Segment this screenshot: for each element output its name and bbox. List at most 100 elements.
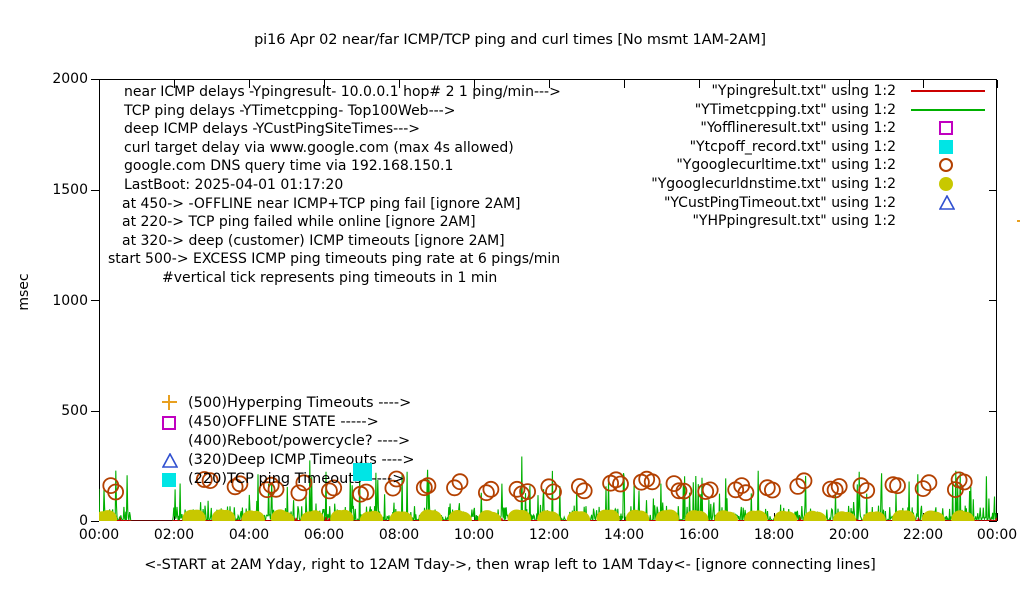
data-point-curltime [612, 475, 629, 493]
data-point-curldnstime [779, 511, 798, 521]
series-googlecurldnstime-filled-circles [99, 509, 975, 521]
data-point-curltime [920, 474, 938, 492]
data-point-curltime [267, 480, 285, 498]
data-point-curldnstime [631, 510, 650, 521]
note-line-4: google.com DNS query time via 192.168.15… [124, 158, 454, 175]
y-tick-mark-right-0 [989, 521, 997, 522]
legend-row-ycustpingtimeout: "YCustPingTimeout.txt" using 1:2 [600, 193, 956, 213]
legend-row-ygooglecurltime: "Ygooglecurltime.txt" using 1:2 [600, 156, 953, 175]
data-point-curldnstime [217, 509, 236, 521]
data-point-curldnstime [483, 511, 502, 521]
note-line-1: TCP ping delays -YTimetcpping- Top100Web… [124, 102, 456, 119]
data-point-curldnstime [453, 511, 472, 521]
x-tick-label-6: 12:00 [528, 527, 570, 543]
data-point-curltime [262, 476, 280, 494]
data-point-curltime [858, 482, 876, 499]
legend-row-ygooglecurldnstime: "Ygooglecurldnstime.txt" using 1:2 [600, 175, 953, 194]
x-tick-mark-12 [997, 513, 998, 521]
x-tick-label-8: 16:00 [678, 527, 720, 543]
open-triangle-icon [161, 452, 179, 469]
data-point-curltime [290, 484, 308, 502]
legend-label-ytcpoff-record: "Ytcpoff_record.txt" using 1:2 [689, 138, 896, 155]
data-point-curltime [195, 471, 213, 488]
data-point-curltime [325, 479, 343, 497]
annotation-row-320: (320)Deep ICMP Timeouts ----> [160, 451, 415, 470]
data-point-curldnstime [365, 510, 384, 521]
annotation-label-220: (220)TCP ping Timeouts -----> [188, 471, 405, 487]
line-red-icon [911, 90, 985, 92]
line-green-icon [911, 108, 985, 111]
legend-label-ytimetcpping: "YTimetcpping.txt" using 1:2 [694, 101, 896, 118]
data-point-curldnstime [927, 511, 946, 521]
page-title: pi16 Apr 02 near/far ICMP/TCP ping and c… [254, 32, 766, 48]
data-point-curltime [415, 479, 433, 497]
data-point-curldnstime [660, 509, 679, 521]
plot-svg [99, 456, 997, 521]
data-point-curltime [482, 480, 500, 498]
legend-row-ytcpoff-record: "Ytcpoff_record.txt" using 1:2 [600, 138, 953, 157]
data-point-curldnstime [808, 511, 827, 521]
data-point-curldnstime [187, 509, 206, 521]
legend-key-open-circle [908, 156, 986, 175]
x-tick-label-3: 06:00 [303, 527, 345, 543]
note-line-8: at 320-> deep (customer) ICMP timeouts [… [122, 232, 505, 249]
note-line-0: near ICMP delays -Ypingresult- 10.0.0.1 … [124, 84, 561, 100]
annotation-label-400: (400)Reboot/powercycle? ----> [188, 433, 411, 449]
note-line-2: deep ICMP delays -YCustPingSiteTimes---> [124, 121, 421, 138]
x-tick-mark-top-10 [849, 80, 850, 88]
data-point-curldnstime [394, 511, 413, 521]
x-tick-mark-top-7 [624, 80, 625, 88]
plus-icon [162, 395, 178, 411]
legend-row-yofflineresult: "Yofflineresult.txt" using 1:2 [600, 119, 953, 138]
data-point-curltime [446, 479, 463, 497]
legend-label-ypingresult: "Ypingresult.txt" using 1:2 [711, 83, 896, 99]
legend-key-filled-square [908, 138, 986, 157]
x-tick-mark-top-3 [324, 80, 325, 88]
x-tick-label-0: 00:00 [78, 527, 120, 543]
data-point-curldnstime [99, 510, 117, 521]
legend-label-yofflineresult: "Yofflineresult.txt" using 1:2 [700, 120, 896, 137]
legend-label-yhppingresult: "YHPpingresult.txt" using 1:2 [692, 213, 896, 230]
data-point-curltime [889, 477, 906, 495]
x-tick-mark-1 [174, 513, 175, 521]
data-point-curltime [764, 481, 781, 499]
data-point-curltime [201, 472, 219, 490]
x-tick-label-10: 20:00 [828, 527, 870, 543]
plot-data-area [99, 79, 997, 521]
y-tick-mark-2000 [91, 79, 99, 80]
data-point-curltime [607, 471, 625, 489]
x-tick-mark-top-11 [923, 80, 924, 88]
y-tick-mark-right-1500 [989, 190, 997, 191]
note-line-3: curl target delay via www.google.com (ma… [124, 139, 514, 156]
y-axis-ticks: 2000 1500 1000 500 0 [0, 0, 99, 600]
x-tick-mark-top-1 [174, 80, 175, 88]
data-point-curltime [737, 484, 755, 502]
note-line-7: at 220-> TCP ping failed while online [i… [122, 214, 476, 231]
data-point-curltime [477, 484, 495, 502]
notes-block: near ICMP delays -Ypingresult- 10.0.0.1 … [108, 83, 561, 288]
y-tick-label-2000: 2000 [52, 71, 88, 87]
y-tick-label-1000: 1000 [52, 293, 88, 309]
legend-key-filled-circle [908, 175, 986, 194]
y-tick-label-500: 500 [61, 403, 88, 419]
data-point-curldnstime [838, 511, 857, 521]
data-point-curltime [955, 473, 973, 491]
y-tick-mark-right-1000 [989, 300, 997, 301]
legend-key-open-square [908, 119, 986, 138]
data-point-curldnstime [720, 511, 738, 521]
data-point-curldnstime [601, 509, 620, 521]
open-triangle-icon [938, 193, 956, 210]
data-point-curltime [107, 483, 125, 501]
note-line-5: LastBoot: 2025-04-01 01:17:20 [124, 176, 344, 193]
data-point-curltime [258, 481, 276, 499]
open-circle-icon [939, 158, 953, 173]
x-tick-mark-top-2 [249, 80, 250, 88]
legend-key-line-green [908, 101, 986, 120]
filled-circle-icon [939, 176, 953, 191]
data-point-curltime [795, 472, 813, 490]
y-tick-mark-0 [91, 521, 99, 522]
x-tick-mark-top-4 [399, 80, 400, 88]
data-point-curltime [419, 477, 437, 495]
data-point-curltime [826, 481, 844, 499]
filled-square-icon [162, 472, 178, 488]
